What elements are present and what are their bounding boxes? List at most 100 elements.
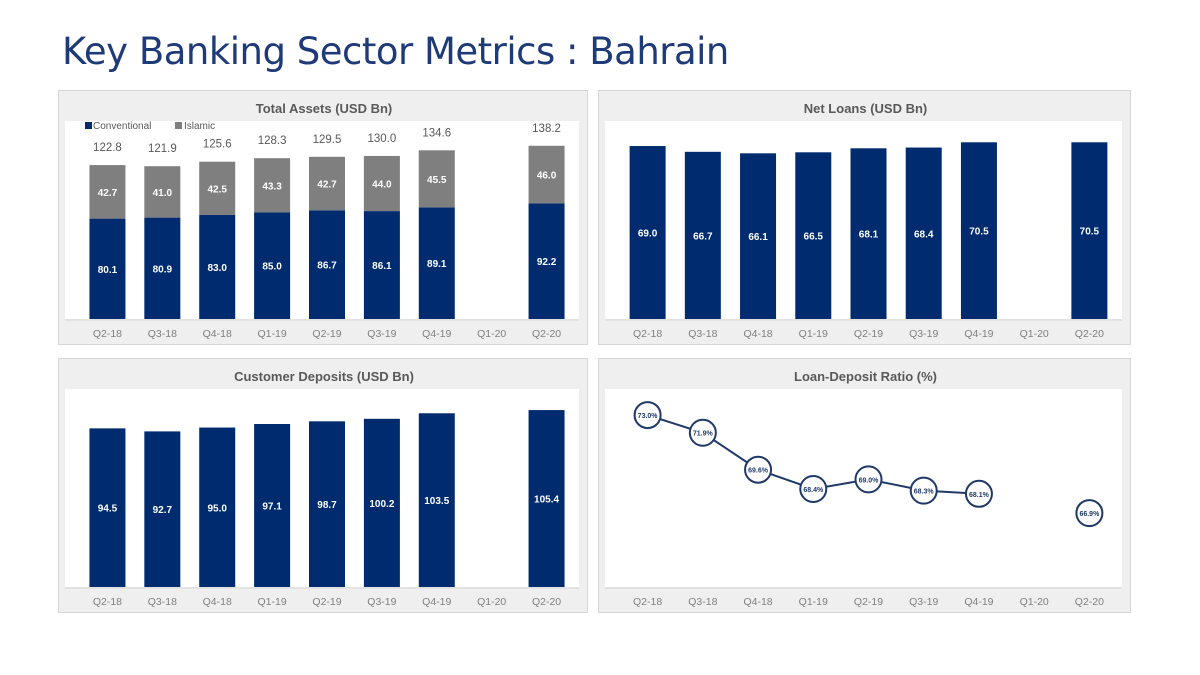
data-label: 68.4% — [803, 487, 824, 494]
data-label-islamic: 41.0 — [153, 188, 173, 199]
x-tick-label: Q1-20 — [1020, 328, 1049, 340]
data-label: 98.7 — [317, 500, 337, 511]
data-label-conventional: 80.1 — [98, 265, 118, 276]
x-tick-label: Q3-19 — [909, 328, 938, 340]
legend-conventional: Conventional — [93, 121, 151, 132]
chart-title: Loan-Deposit Ratio (%) — [794, 369, 937, 384]
data-label: 68.1% — [969, 492, 990, 499]
x-tick-label: Q2-19 — [312, 596, 341, 608]
data-label: 94.5 — [98, 504, 118, 515]
bar-islamic — [309, 156, 345, 211]
bar — [199, 427, 236, 587]
x-tick-label: Q4-19 — [964, 328, 993, 340]
data-label: 69.6% — [748, 468, 769, 475]
x-tick-label: Q2-19 — [854, 596, 883, 608]
x-tick-label: Q2-20 — [1075, 596, 1104, 608]
bar — [363, 418, 400, 587]
chart-title: Total Assets (USD Bn) — [256, 101, 393, 116]
bar — [740, 153, 777, 319]
data-label: 97.1 — [262, 502, 282, 513]
chart-title: Net Loans (USD Bn) — [804, 101, 928, 116]
bar — [309, 421, 345, 587]
x-tick-label: Q2-19 — [854, 328, 883, 340]
bar-conventional — [309, 210, 345, 319]
data-label: 70.5 — [1080, 227, 1100, 238]
x-tick-label: Q2-20 — [532, 596, 561, 608]
data-label-conventional: 80.9 — [153, 264, 173, 275]
x-tick-label: Q4-19 — [964, 596, 993, 608]
x-tick-label: Q2-18 — [93, 596, 122, 608]
data-label-conventional: 85.0 — [262, 262, 282, 273]
data-label: 69.0% — [859, 477, 880, 484]
data-point — [744, 455, 773, 484]
data-point — [909, 476, 938, 505]
bar-islamic — [418, 150, 455, 208]
x-tick-label: Q4-19 — [422, 596, 451, 608]
data-label-conventional: 86.1 — [372, 261, 392, 272]
page-title: Key Banking Sector Metrics : Bahrain — [62, 30, 729, 73]
data-label: 69.0 — [638, 229, 658, 240]
chart-svg: Net Loans (USD Bn) Q2-18 Q3-18 Q4-18 Q1-19 Q2… — [605, 101, 1122, 340]
data-label-islamic: 42.7 — [317, 180, 337, 191]
data-label-islamic: 45.5 — [427, 175, 447, 186]
data-label-islamic: 44.0 — [372, 180, 392, 191]
chart-svg: Loan-Deposit Ratio (%) Q2-18 Q3-18 Q4-18 Q1-… — [605, 369, 1122, 608]
data-point — [799, 474, 828, 503]
bar-conventional — [528, 203, 565, 319]
data-label-total: 125.6 — [203, 139, 232, 151]
x-tick-label: Q3-18 — [688, 596, 717, 608]
x-tick-label: Q2-19 — [312, 328, 341, 340]
chart-svg: Customer Deposits (USD Bn) Q2-18 Q3-18 Q4-1… — [65, 369, 579, 608]
x-tick-label: Q4-18 — [743, 596, 772, 608]
data-point — [1075, 499, 1104, 528]
chart-title: Customer Deposits (USD Bn) — [234, 369, 414, 384]
data-label: 66.9% — [1079, 511, 1100, 518]
data-label-conventional: 89.1 — [427, 259, 447, 270]
bar — [850, 148, 887, 319]
x-tick-label: Q1-19 — [258, 328, 287, 340]
x-tick-label: Q2-20 — [1075, 328, 1104, 340]
x-tick-label: Q3-18 — [148, 596, 177, 608]
x-tick-label: Q2-18 — [633, 596, 662, 608]
bar-islamic — [528, 145, 565, 204]
x-tick-label: Q3-18 — [148, 328, 177, 340]
bar-islamic — [89, 165, 126, 219]
data-point — [688, 418, 717, 447]
x-tick-label: Q1-19 — [258, 596, 287, 608]
data-label-islamic: 42.5 — [207, 184, 227, 195]
legend-swatch-islamic — [175, 122, 182, 129]
data-label-total: 134.6 — [422, 127, 451, 139]
data-label: 95.0 — [207, 503, 227, 514]
bar-islamic — [363, 155, 400, 212]
bar-conventional — [199, 214, 236, 319]
bar — [418, 413, 455, 587]
data-point — [854, 465, 883, 494]
bar-conventional — [254, 212, 291, 319]
bar — [629, 146, 666, 319]
data-label: 103.5 — [424, 496, 449, 507]
data-label-conventional: 86.7 — [317, 261, 337, 272]
data-label: 68.4 — [914, 229, 934, 240]
x-tick-label: Q2-18 — [633, 328, 662, 340]
x-tick-label: Q2-20 — [532, 328, 561, 340]
data-label: 92.7 — [153, 505, 173, 516]
bar-islamic — [144, 166, 181, 218]
bar-islamic — [254, 158, 291, 213]
x-tick-label: Q1-20 — [477, 328, 506, 340]
x-tick-label: Q4-19 — [422, 328, 451, 340]
x-tick-label: Q3-19 — [367, 328, 396, 340]
bar-conventional — [89, 218, 126, 319]
data-label-islamic: 42.7 — [98, 188, 118, 199]
bar — [1071, 142, 1108, 319]
x-tick-label: Q1-20 — [477, 596, 506, 608]
bar — [254, 424, 291, 587]
legend-islamic: Islamic — [184, 121, 215, 132]
data-label: 68.1 — [859, 230, 879, 241]
data-label: 70.5 — [969, 227, 989, 238]
x-tick-label: Q4-18 — [203, 596, 232, 608]
bar-conventional — [144, 217, 181, 319]
data-label: 66.1 — [748, 232, 768, 243]
x-tick-label: Q1-20 — [1020, 596, 1049, 608]
bar — [684, 151, 721, 319]
data-label-total: 138.2 — [532, 123, 561, 135]
